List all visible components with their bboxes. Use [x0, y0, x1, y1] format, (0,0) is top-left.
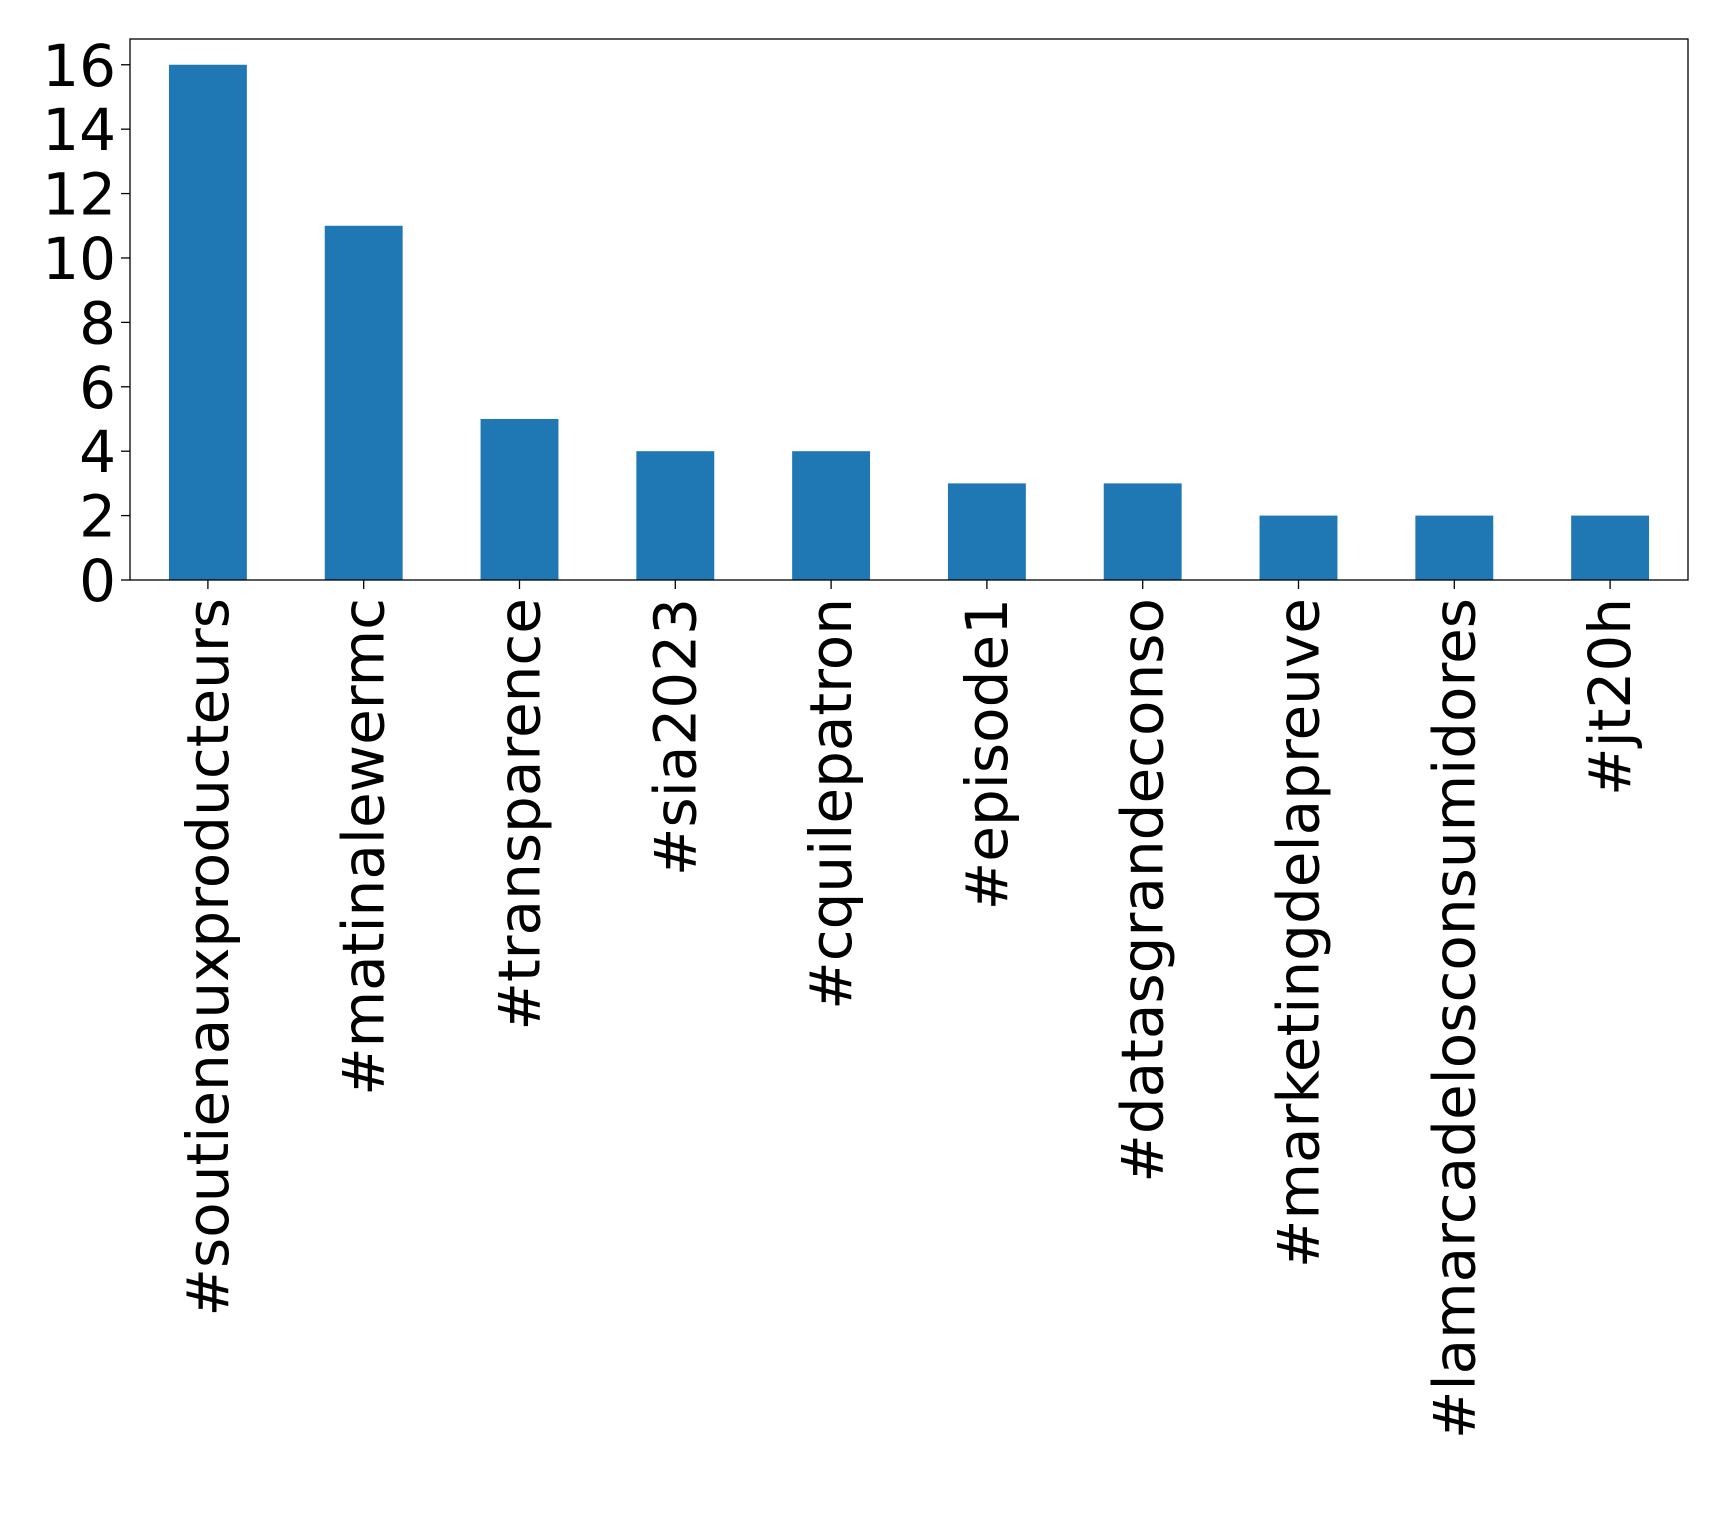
x-tick-label: #marketingdelapreuve — [1265, 598, 1333, 1268]
ticks-layer — [121, 64, 1611, 589]
bar-marketingdelapreuve — [1259, 515, 1338, 580]
y-tick-label: 14 — [42, 96, 116, 164]
bar-soutienauxproducteurs — [168, 64, 247, 580]
x-tick-label: #soutienauxproducteurs — [174, 598, 242, 1317]
bar-datasgrandeconso — [1103, 483, 1182, 580]
x-tick-label: #sia2023 — [641, 598, 709, 876]
bar-matinalewermc — [324, 225, 403, 580]
x-tick-label: #cquilepatron — [797, 598, 865, 1010]
y-tick-label: 16 — [42, 32, 116, 100]
labels-layer: #soutienauxproducteurs #matinalewermc #tra… — [42, 32, 1644, 1439]
y-tick-label: 12 — [42, 161, 116, 229]
x-tick-label: #episode1 — [953, 598, 1021, 910]
y-tick-label: 0 — [79, 547, 116, 615]
y-tick-label: 2 — [79, 483, 116, 551]
bars-layer — [168, 64, 1650, 580]
plot-frame — [129, 38, 1689, 581]
x-tick-label: #matinalewermc — [330, 598, 398, 1096]
bar-cquilepatron — [792, 451, 871, 580]
y-tick-label: 10 — [42, 225, 116, 293]
x-tick-label: #lamarcadelosconsumidores — [1420, 598, 1488, 1439]
y-tick-label: 6 — [79, 354, 116, 422]
y-tick-label: 4 — [79, 418, 116, 486]
y-tick-label: 8 — [79, 289, 116, 357]
bar-jt20h — [1571, 515, 1650, 580]
x-tick-label: #datasgrandeconso — [1109, 598, 1177, 1183]
x-tick-label: #jt20h — [1576, 598, 1644, 796]
bar-transparence — [480, 418, 559, 580]
bar-lamarcadelosconsumidores — [1415, 515, 1494, 580]
bar-sia2023 — [636, 451, 715, 580]
x-tick-label: #transparence — [486, 598, 554, 1031]
bar-episode1 — [947, 483, 1026, 580]
